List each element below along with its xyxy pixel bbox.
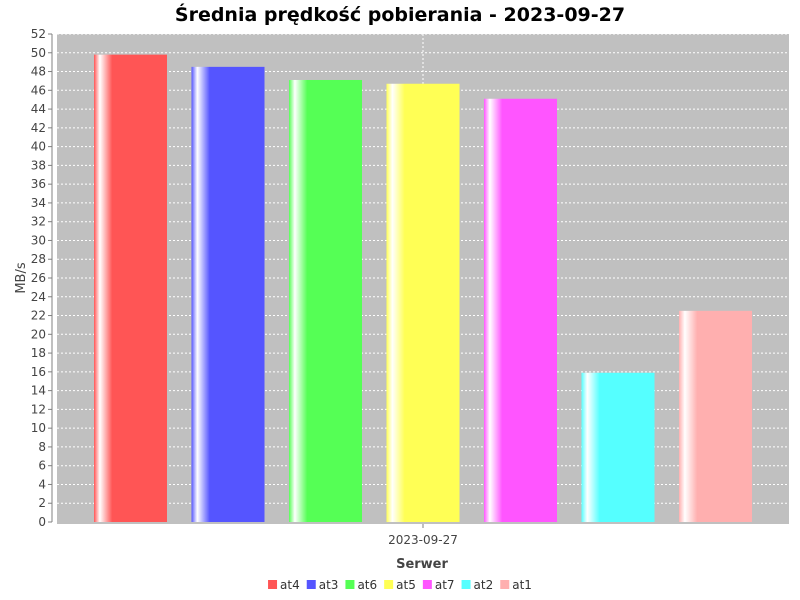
x-axis: 2023-09-27	[388, 524, 458, 547]
bars	[94, 54, 752, 523]
y-tick-label: 48	[31, 65, 46, 79]
bar-at1	[679, 310, 752, 522]
y-tick-label: 52	[31, 27, 46, 41]
legend-label-at5: at5	[396, 578, 416, 592]
legend-label-at1: at1	[512, 578, 532, 592]
y-tick-label: 46	[31, 83, 46, 97]
legend-swatch-at2	[461, 580, 471, 589]
y-axis-label: MB/s	[14, 262, 29, 294]
y-tick-label: 44	[31, 102, 46, 116]
bar-at5	[386, 83, 460, 522]
legend-label-at4: at4	[280, 578, 300, 592]
y-tick-label: 2	[38, 496, 46, 510]
y-tick-label: 28	[31, 252, 46, 266]
bar-at3	[191, 66, 265, 522]
legend-label-at7: at7	[435, 578, 455, 592]
y-tick-label: 0	[38, 515, 46, 529]
y-tick-label: 20	[31, 327, 46, 341]
x-tick-label: 2023-09-27	[388, 533, 458, 547]
y-tick-label: 32	[31, 215, 46, 229]
y-tick-label: 42	[31, 121, 46, 135]
y-axis: 0246810121416182022242628303234363840424…	[31, 27, 52, 529]
bar-at4	[94, 54, 167, 523]
y-tick-label: 18	[31, 346, 46, 360]
x-axis-label: Serwer	[396, 557, 448, 572]
legend-label-at6: at6	[357, 578, 377, 592]
y-tick-label: 6	[38, 459, 46, 473]
legend-swatch-at3	[306, 580, 316, 589]
legend-swatch-at7	[422, 580, 432, 589]
y-tick-label: 50	[31, 46, 46, 60]
legend-swatch-at4	[268, 580, 278, 589]
legend-swatch-at5	[384, 580, 394, 589]
y-tick-label: 10	[31, 421, 46, 435]
y-tick-label: 14	[31, 384, 46, 398]
legend-swatch-at1	[500, 580, 510, 589]
bar-at2	[581, 372, 655, 522]
y-tick-label: 26	[31, 271, 46, 285]
y-tick-label: 34	[31, 196, 46, 210]
legend-label-at2: at2	[474, 578, 494, 592]
y-tick-label: 38	[31, 158, 46, 172]
chart-title: Średnia prędkość pobierania - 2023-09-27	[175, 2, 625, 26]
y-tick-label: 22	[31, 309, 46, 323]
y-tick-label: 8	[38, 440, 46, 454]
legend-label-at3: at3	[319, 578, 339, 592]
y-tick-label: 16	[31, 365, 46, 379]
y-tick-label: 40	[31, 140, 46, 154]
legend: at4 at3 at6 at5 at7 at2 at1	[268, 578, 532, 592]
y-tick-label: 4	[38, 477, 46, 491]
y-tick-label: 24	[31, 290, 46, 304]
y-tick-label: 36	[31, 177, 46, 191]
y-tick-label: 12	[31, 402, 46, 416]
legend-swatch-at6	[345, 580, 355, 589]
y-tick-label: 30	[31, 233, 46, 247]
bar-at6	[289, 79, 362, 522]
bar-at7	[484, 98, 557, 522]
